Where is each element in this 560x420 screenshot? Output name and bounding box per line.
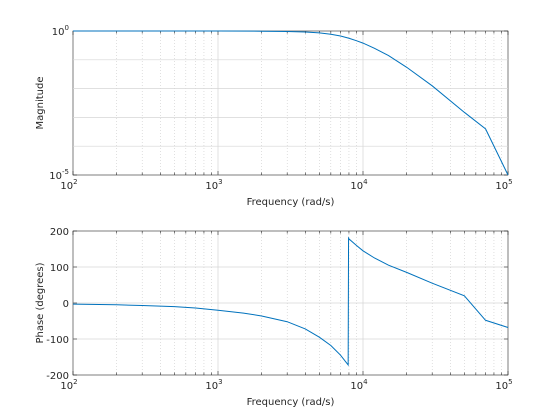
- x-tick-label: 104: [350, 378, 368, 392]
- x-tick-exponent: 4: [363, 178, 368, 186]
- y-tick-base: 10: [49, 171, 62, 182]
- x-tick-base: 10: [495, 381, 508, 392]
- x-tick-base: 10: [205, 381, 218, 392]
- y-axis-label: Phase (degrees): [35, 262, 46, 343]
- y-tick-exponent: -5: [62, 168, 69, 176]
- y-tick-label: 0: [63, 299, 69, 310]
- series-line: [72, 236, 509, 367]
- x-tick-exponent: 2: [73, 178, 77, 186]
- x-tick-base: 10: [60, 381, 73, 392]
- y-tick-exponent: 0: [65, 24, 69, 32]
- x-tick-label: 105: [495, 378, 512, 392]
- x-tick-exponent: 3: [218, 178, 222, 186]
- plot-area: [72, 30, 509, 176]
- x-tick-base: 10: [495, 181, 508, 192]
- y-tick-label: -200: [46, 371, 69, 382]
- x-axis-label: Frequency (rad/s): [247, 197, 335, 208]
- y-tick-label: 200: [50, 227, 69, 238]
- x-tick-exponent: 5: [508, 178, 512, 186]
- y-tick-label: -100: [46, 335, 69, 346]
- y-tick-label: 100: [52, 24, 69, 38]
- y-axis-label: Magnitude: [35, 77, 46, 130]
- x-tick-label: 103: [205, 378, 222, 392]
- x-tick-base: 10: [60, 181, 73, 192]
- x-tick-label: 105: [495, 178, 512, 192]
- x-tick-exponent: 4: [363, 378, 368, 386]
- series-line: [73, 30, 509, 176]
- y-tick-label: 100: [50, 263, 69, 274]
- x-tick-exponent: 5: [508, 378, 512, 386]
- x-tick-label: 104: [350, 178, 368, 192]
- x-tick-base: 10: [350, 181, 363, 192]
- x-tick-exponent: 2: [73, 378, 77, 386]
- x-tick-label: 102: [60, 178, 77, 192]
- x-axis-label: Frequency (rad/s): [247, 397, 335, 408]
- x-tick-base: 10: [205, 181, 218, 192]
- x-tick-label: 102: [60, 378, 77, 392]
- y-tick-label: 10-5: [49, 168, 69, 182]
- y-tick-base: 10: [52, 27, 65, 38]
- x-tick-base: 10: [350, 381, 363, 392]
- x-tick-exponent: 3: [218, 378, 222, 386]
- x-tick-label: 103: [205, 178, 222, 192]
